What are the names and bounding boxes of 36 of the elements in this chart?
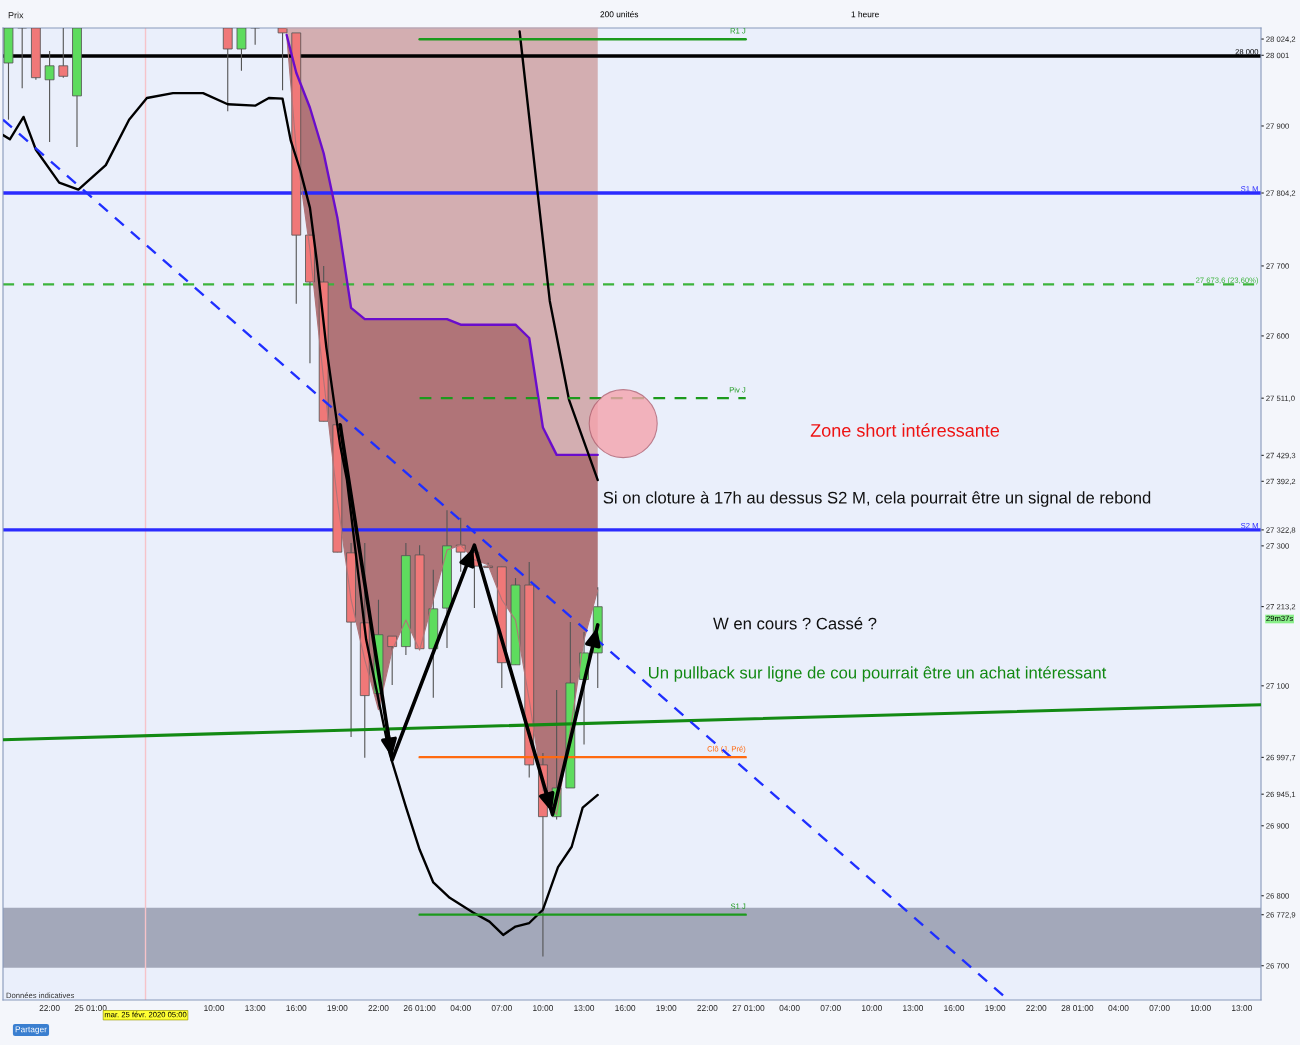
annotation: Un pullback sur ligne de cou pourrait être un achat intéressant — [649, 666, 1107, 682]
x-tick-label: 10:00 — [533, 1005, 554, 1011]
x-tick-label: 25 01:00 — [74, 1005, 107, 1011]
x-tick-label: 04:00 — [450, 1005, 471, 1011]
x-tick-label: 22:00 — [1026, 1005, 1047, 1011]
x-tick-label: 27 01:00 — [732, 1005, 765, 1011]
x-tick-label: 07:00 — [820, 1005, 841, 1011]
x-tick-label: 22:00 — [39, 1005, 60, 1011]
annotation: Si on cloture à 17h au dessus S2 M, cela pourrait être un signal de rebond — [603, 491, 1151, 507]
x-tick-label: 16:00 — [615, 1005, 636, 1011]
x-tick-label: 04:00 — [1108, 1005, 1129, 1011]
text: Partager — [15, 1026, 47, 1034]
x-tick-label: 19:00 — [656, 1005, 677, 1011]
x-tick-label: 07:00 — [1149, 1005, 1170, 1011]
x-tick-label: 10:00 — [862, 1005, 882, 1011]
x-tick-label: 26 01:00 — [403, 1005, 436, 1011]
x-tick-label: 13:00 — [903, 1005, 924, 1011]
x-tick-label: 22:00 — [368, 1005, 389, 1011]
x-tick-label: 16:00 — [944, 1005, 965, 1011]
annotation: Zone short intéressante — [810, 423, 1000, 437]
x-tick-label: 19:00 — [327, 1005, 348, 1011]
x-tick-label: 13:00 — [574, 1005, 595, 1011]
text: 200 unités — [600, 11, 639, 18]
x-tick-label: 10:00 — [204, 1005, 225, 1011]
x-tick-label: 13:00 — [1232, 1005, 1252, 1011]
text: Prix — [8, 11, 24, 19]
x-tick-label: 28 01:00 — [1061, 1005, 1094, 1011]
x-tick-label: 16:00 — [286, 1005, 307, 1011]
x-tick-label: 13:00 — [245, 1005, 266, 1011]
x-tick-label: 04:00 — [779, 1005, 800, 1011]
annotation: W en cours ? Cassé ? — [713, 617, 877, 630]
x-tick-label: 22:00 — [697, 1005, 718, 1011]
x-tick-label: 19:00 — [985, 1005, 1006, 1011]
x-tick-label: 07:00 — [491, 1005, 512, 1011]
x-tick-label: 10:00 — [1190, 1005, 1211, 1011]
text: 1 heure — [851, 11, 879, 18]
